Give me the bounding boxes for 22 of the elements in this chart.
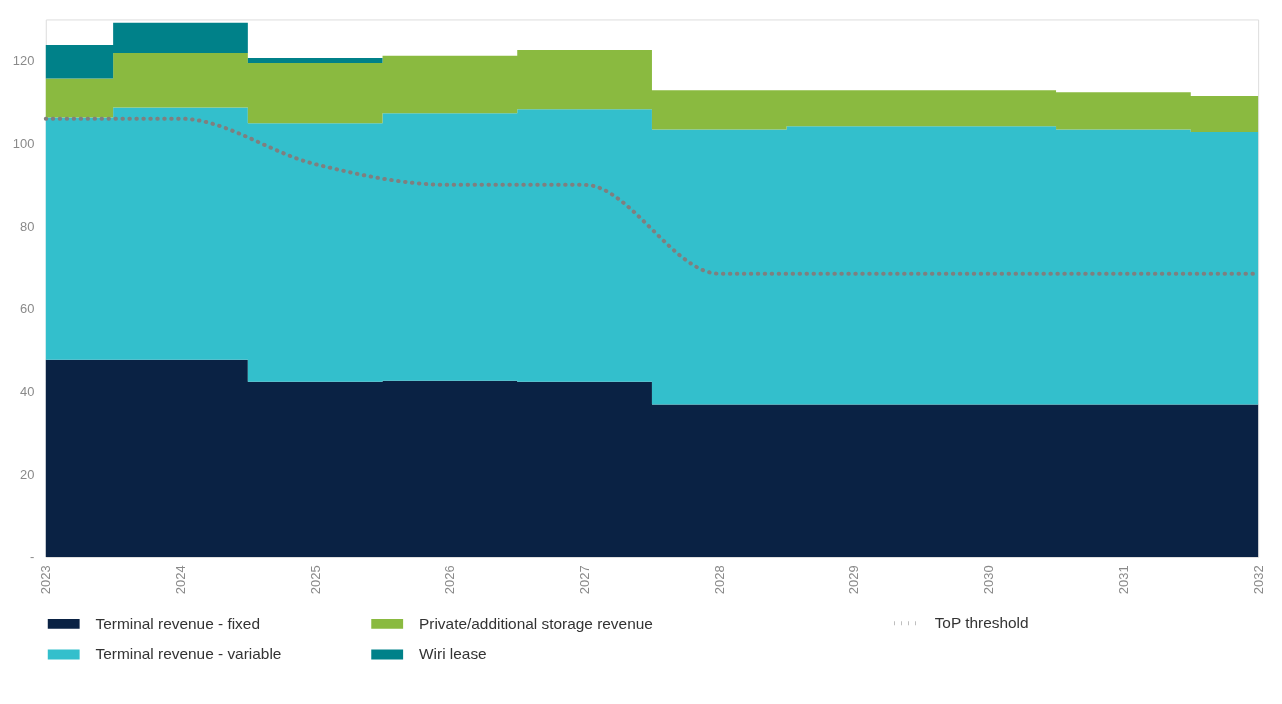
y-tick-label: -	[30, 549, 35, 565]
legend-label: Terminal revenue - fixed	[95, 614, 260, 632]
y-tick-label: 100	[12, 135, 35, 151]
y-tick-label: 20	[19, 466, 35, 482]
y-tick-label: 60	[19, 301, 35, 317]
legend-label: Wiri lease	[419, 645, 487, 663]
x-tick-label: 2024	[172, 565, 188, 595]
x-tick-label: 2031	[1115, 565, 1131, 595]
y-tick-label: 80	[19, 218, 35, 234]
x-tick-label: 2023	[38, 565, 54, 595]
legend-label: Terminal revenue - variable	[95, 645, 282, 663]
legend-label: Private/additional storage revenue	[419, 614, 653, 632]
legend-label: ToP threshold	[934, 614, 1029, 632]
y-tick-label: 120	[12, 53, 35, 69]
x-tick-label: 2029	[846, 565, 862, 595]
x-tick-label: 2027	[577, 565, 593, 595]
x-tick-label: 2025	[307, 565, 323, 595]
x-tick-label: 2026	[442, 565, 458, 595]
x-tick-label: 2032	[1250, 565, 1266, 595]
x-tick-label: 2028	[711, 565, 727, 595]
y-tick-label: 40	[19, 384, 35, 400]
x-tick-label: 2030	[981, 565, 997, 595]
